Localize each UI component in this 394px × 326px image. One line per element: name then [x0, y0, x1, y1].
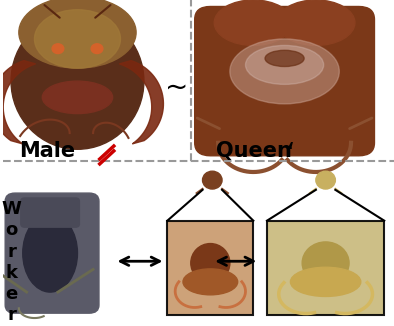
Bar — [267, 221, 384, 315]
Text: k: k — [6, 264, 18, 282]
Ellipse shape — [52, 44, 64, 53]
Ellipse shape — [245, 45, 323, 84]
Ellipse shape — [91, 44, 103, 53]
Text: e: e — [6, 285, 18, 303]
Text: ~: ~ — [165, 74, 189, 102]
FancyBboxPatch shape — [5, 193, 99, 313]
Ellipse shape — [290, 267, 361, 296]
Ellipse shape — [191, 244, 230, 283]
Ellipse shape — [265, 50, 304, 67]
Ellipse shape — [203, 171, 222, 189]
Ellipse shape — [316, 171, 335, 189]
Ellipse shape — [11, 13, 144, 149]
Text: r: r — [7, 243, 16, 260]
Polygon shape — [0, 61, 35, 144]
Text: Queen: Queen — [216, 141, 292, 161]
FancyBboxPatch shape — [21, 198, 80, 227]
Ellipse shape — [42, 81, 113, 113]
Text: r: r — [7, 306, 16, 324]
Ellipse shape — [230, 39, 339, 104]
Ellipse shape — [35, 10, 121, 68]
Ellipse shape — [214, 0, 292, 45]
Ellipse shape — [183, 269, 238, 295]
Polygon shape — [119, 61, 164, 144]
Text: Male: Male — [19, 141, 75, 161]
Ellipse shape — [23, 214, 78, 292]
FancyBboxPatch shape — [195, 7, 374, 156]
Ellipse shape — [277, 0, 355, 45]
Ellipse shape — [19, 0, 136, 68]
Text: o: o — [6, 221, 18, 239]
Bar — [167, 221, 253, 315]
Text: ʻ: ʻ — [286, 141, 296, 170]
Text: W: W — [2, 200, 22, 218]
Ellipse shape — [302, 242, 349, 284]
